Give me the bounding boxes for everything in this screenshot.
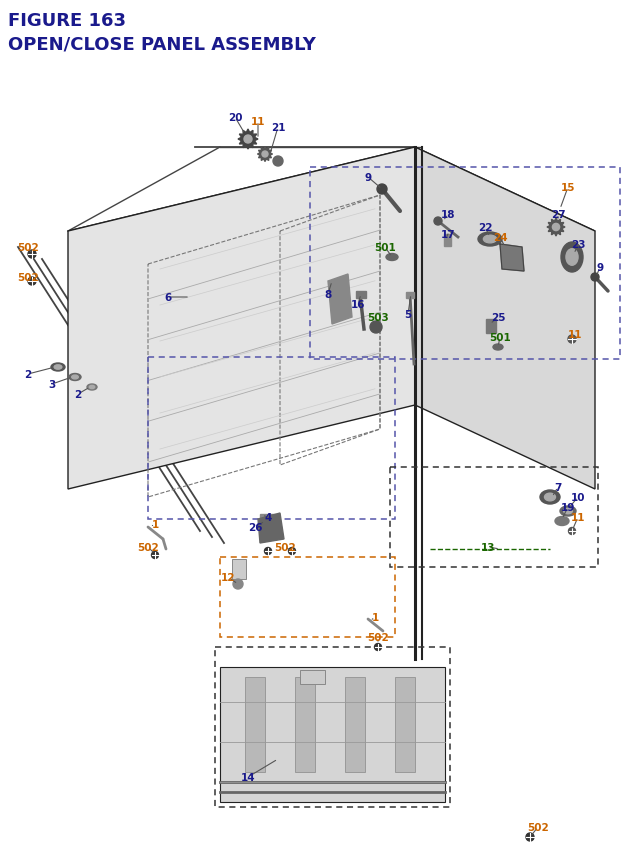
Circle shape — [568, 528, 575, 535]
Bar — [345, 678, 365, 772]
Ellipse shape — [545, 493, 556, 501]
Circle shape — [591, 274, 599, 282]
Text: 19: 19 — [561, 503, 575, 512]
Polygon shape — [258, 513, 284, 543]
Text: 11: 11 — [251, 117, 265, 127]
Text: 5: 5 — [404, 310, 412, 319]
Text: 503: 503 — [367, 313, 389, 323]
Text: 24: 24 — [493, 232, 508, 243]
Text: 7: 7 — [554, 482, 562, 492]
Text: 22: 22 — [477, 223, 492, 232]
Polygon shape — [547, 219, 565, 237]
Ellipse shape — [69, 374, 81, 381]
Ellipse shape — [493, 344, 503, 350]
Bar — [232, 560, 246, 579]
Bar — [295, 678, 315, 772]
Text: 502: 502 — [137, 542, 159, 553]
Text: 21: 21 — [271, 123, 285, 133]
Text: 502: 502 — [367, 632, 389, 642]
Ellipse shape — [540, 491, 560, 505]
Text: 502: 502 — [527, 822, 549, 832]
Text: 14: 14 — [241, 772, 255, 782]
Text: 11: 11 — [568, 330, 582, 339]
Polygon shape — [257, 147, 273, 163]
Circle shape — [374, 644, 381, 651]
Circle shape — [370, 322, 382, 333]
Text: 18: 18 — [441, 210, 455, 220]
Text: 1: 1 — [371, 612, 379, 623]
Ellipse shape — [564, 509, 572, 514]
Text: 16: 16 — [351, 300, 365, 310]
Bar — [245, 678, 265, 772]
Bar — [300, 670, 325, 684]
Text: 2: 2 — [24, 369, 31, 380]
Bar — [444, 235, 451, 247]
Circle shape — [233, 579, 243, 589]
Circle shape — [273, 157, 283, 167]
Text: 26: 26 — [248, 523, 262, 532]
Polygon shape — [328, 275, 352, 325]
Ellipse shape — [478, 232, 502, 247]
Text: 13: 13 — [481, 542, 495, 553]
Bar — [395, 678, 415, 772]
Bar — [220, 667, 445, 802]
Ellipse shape — [566, 250, 578, 266]
Text: 6: 6 — [164, 293, 172, 303]
Polygon shape — [68, 148, 595, 316]
Polygon shape — [415, 148, 595, 489]
Circle shape — [28, 251, 36, 258]
Ellipse shape — [89, 386, 95, 389]
Circle shape — [434, 218, 442, 226]
Ellipse shape — [555, 517, 569, 526]
Text: 501: 501 — [489, 332, 511, 343]
Bar — [486, 319, 496, 333]
Circle shape — [377, 185, 387, 195]
Text: 8: 8 — [324, 289, 332, 300]
Bar — [406, 293, 414, 299]
Text: 23: 23 — [571, 239, 585, 250]
Circle shape — [568, 336, 576, 344]
Bar — [356, 292, 366, 299]
Bar — [260, 514, 276, 524]
Text: 502: 502 — [17, 273, 39, 282]
Circle shape — [289, 548, 296, 554]
Circle shape — [244, 136, 252, 144]
Ellipse shape — [54, 365, 62, 369]
Text: 2: 2 — [74, 389, 82, 400]
Circle shape — [152, 552, 159, 559]
Text: 502: 502 — [17, 243, 39, 253]
Text: 17: 17 — [441, 230, 455, 239]
Ellipse shape — [87, 385, 97, 391]
Circle shape — [264, 548, 271, 554]
Polygon shape — [68, 148, 415, 489]
Circle shape — [526, 833, 534, 841]
Text: 9: 9 — [596, 263, 604, 273]
Text: 15: 15 — [561, 183, 575, 193]
Circle shape — [28, 278, 36, 286]
Ellipse shape — [561, 243, 583, 273]
Text: 25: 25 — [491, 313, 505, 323]
Text: 501: 501 — [374, 243, 396, 253]
Text: 1: 1 — [152, 519, 159, 530]
Text: 27: 27 — [550, 210, 565, 220]
Text: 11: 11 — [571, 512, 585, 523]
Text: 12: 12 — [221, 573, 236, 582]
Polygon shape — [500, 245, 524, 272]
Text: 9: 9 — [364, 173, 372, 183]
Ellipse shape — [72, 375, 78, 380]
Ellipse shape — [386, 254, 398, 261]
Text: 20: 20 — [228, 113, 243, 123]
Text: 4: 4 — [264, 512, 272, 523]
Circle shape — [262, 152, 268, 158]
Text: 3: 3 — [49, 380, 56, 389]
Ellipse shape — [560, 506, 576, 517]
Ellipse shape — [483, 236, 497, 244]
Ellipse shape — [51, 363, 65, 372]
Text: 10: 10 — [571, 492, 585, 503]
Text: 502: 502 — [274, 542, 296, 553]
Text: OPEN/CLOSE PANEL ASSEMBLY: OPEN/CLOSE PANEL ASSEMBLY — [8, 35, 316, 53]
Polygon shape — [238, 130, 258, 150]
Text: FIGURE 163: FIGURE 163 — [8, 12, 126, 30]
Circle shape — [552, 224, 559, 232]
